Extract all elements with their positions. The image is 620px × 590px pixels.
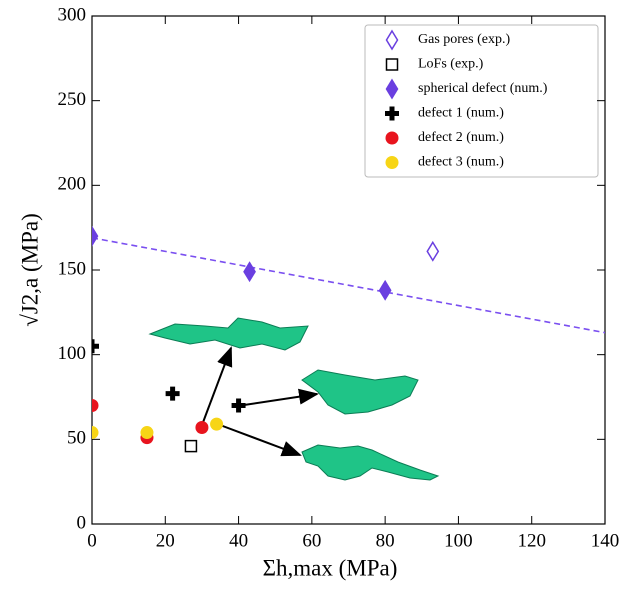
y-tick-label: 150 (58, 258, 87, 279)
legend-label: defect 1 (num.) (418, 106, 504, 121)
y-tick-label: 200 (58, 174, 87, 195)
arrow (201, 346, 233, 426)
x-tick-label: 40 (229, 530, 248, 551)
x-tick-label: 60 (302, 530, 321, 551)
y-tick-label: 100 (58, 343, 87, 364)
defect-image-3 (301, 444, 440, 481)
marker (140, 426, 154, 440)
legend-label: defect 2 (num.) (418, 130, 504, 145)
y-axis-label: √J2,a (MPa) (17, 213, 42, 327)
defect-images (148, 317, 440, 481)
marker (231, 398, 246, 413)
x-tick-label: 140 (591, 530, 620, 551)
x-tick-label: 120 (517, 530, 546, 551)
legend-label: LoFs (exp.) (418, 57, 484, 72)
trend-line (92, 237, 605, 334)
y-tick-label: 300 (58, 4, 87, 25)
marker (92, 398, 99, 412)
x-tick-label: 0 (87, 530, 97, 551)
legend-marker (385, 78, 399, 100)
y-tick-label: 50 (67, 428, 86, 449)
defect-image-2 (301, 369, 419, 415)
marker (243, 261, 256, 283)
marker (210, 417, 224, 431)
marker (92, 225, 99, 247)
y-tick-label: 0 (77, 512, 87, 533)
arrow (243, 388, 319, 406)
marker (165, 386, 180, 401)
x-tick-label: 20 (156, 530, 175, 551)
y-tick-label: 250 (58, 89, 87, 110)
x-tick-label: 80 (376, 530, 395, 551)
legend-marker (385, 156, 399, 169)
marker (195, 420, 209, 434)
x-tick-label: 100 (444, 530, 473, 551)
legend-marker (385, 131, 399, 145)
legend-label: spherical defect (num.) (418, 81, 548, 96)
marker (92, 426, 99, 440)
x-axis-label: Σh,max (MPa) (263, 555, 398, 580)
marker (378, 279, 392, 301)
marker (92, 339, 99, 354)
legend-marker (385, 106, 399, 121)
arrow (219, 424, 302, 457)
defect-image-1 (148, 317, 309, 351)
marker (426, 240, 440, 262)
legend-marker (385, 58, 399, 71)
legend-label: defect 3 (num.) (418, 155, 504, 170)
plot-area (92, 225, 605, 453)
marker (184, 439, 198, 453)
legend-marker (385, 29, 399, 51)
arrows (201, 346, 319, 457)
legend-label: Gas pores (exp.) (418, 32, 510, 47)
